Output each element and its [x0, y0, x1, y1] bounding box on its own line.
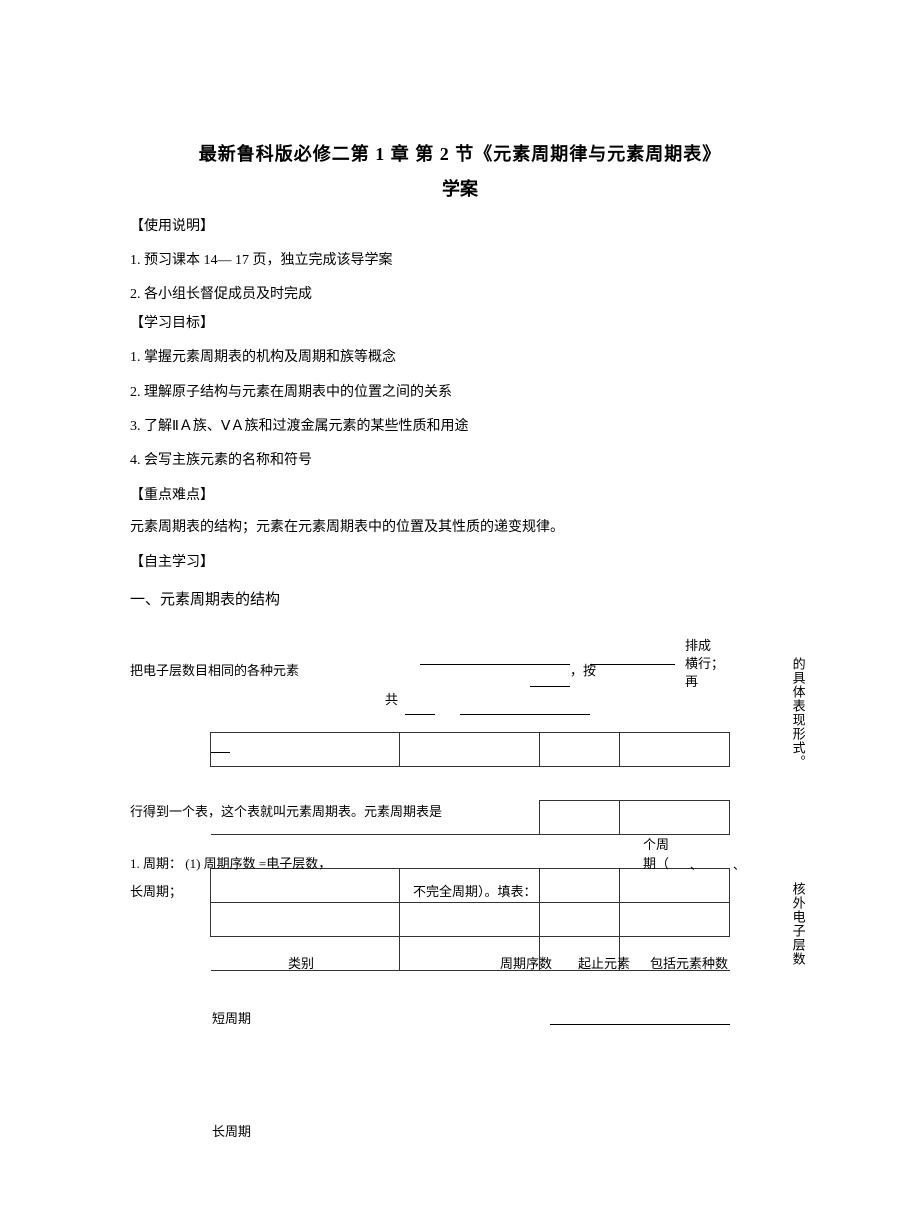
frag-qi: 期（	[643, 854, 669, 875]
usage-item-2: 2. 各小组长督促成员及时完成	[130, 284, 790, 306]
usage-item-1: 1. 预习课本 14— 17 页，独立完成该导学案	[130, 250, 790, 272]
selfstudy-heading: 【自主学习】	[130, 552, 790, 574]
col-leibie: 类别	[288, 954, 314, 975]
col-baokuo: 包括元素种数	[650, 954, 728, 975]
vtext-concrete-form: 的具体表现形式。	[790, 657, 806, 769]
frag-row-table: 行得到一个表，这个表就叫元素周期表。元素周期表是	[130, 802, 442, 823]
frag-buwanquan: 不完全周期）。填表：	[413, 882, 537, 903]
col-qizhi: 起止元素	[578, 954, 630, 975]
blank-4	[405, 700, 435, 715]
col-zhouqixushu: 周期序数	[500, 954, 552, 975]
blank-1	[420, 650, 570, 665]
sep-1: 、	[690, 856, 702, 875]
vtext-electron-layers: 核外电子层数	[790, 882, 806, 966]
frag-gezhou: 个周	[643, 835, 669, 856]
goal-3: 3. 了解ⅡＡ族、ⅤＡ族和过渡金属元素的某些性质和用途	[130, 416, 790, 438]
complex-layout-area: 排成 把电子层数目相同的各种元素 ，按 横行； 再 共 的具体表现形式。	[130, 632, 790, 1152]
label-long-period: 长周期	[212, 1122, 251, 1143]
goals-heading: 【学习目标】	[130, 313, 790, 335]
blank-4b	[460, 700, 590, 715]
frag-changzhouqi: 长周期；	[130, 882, 182, 903]
title-line-1: 最新鲁科版必修二第 1 章 第 2 节《元素周期律与元素周期表》	[130, 140, 790, 169]
goal-4: 4. 会写主族元素的名称和符号	[130, 450, 790, 472]
blank-2	[590, 650, 675, 665]
frag-gong: 共	[385, 690, 398, 711]
sep-2: 、	[733, 856, 745, 875]
goal-2: 2. 理解原子结构与元素在周期表中的位置之间的关系	[130, 382, 790, 404]
usage-heading: 【使用说明】	[130, 216, 790, 238]
label-short-period: 短周期	[212, 1009, 251, 1030]
title-line-2: 学案	[130, 175, 790, 204]
keypoints-heading: 【重点难点】	[130, 485, 790, 507]
frag-put: 把电子层数目相同的各种元素	[130, 661, 299, 682]
frag-period-intro: 1. 周期： (1) 周期序数 =电子层数，	[130, 854, 331, 875]
section1-heading: 一、元素周期表的结构	[130, 588, 790, 612]
frag-an: ，按	[570, 661, 596, 682]
blank-3	[530, 672, 570, 687]
frag-zai: 再	[685, 672, 698, 693]
keypoints-text: 元素周期表的结构；元素在元素周期表中的位置及其性质的递变规律。	[130, 517, 790, 539]
blank-6	[550, 1010, 730, 1025]
goal-1: 1. 掌握元素周期表的机构及周期和族等概念	[130, 347, 790, 369]
